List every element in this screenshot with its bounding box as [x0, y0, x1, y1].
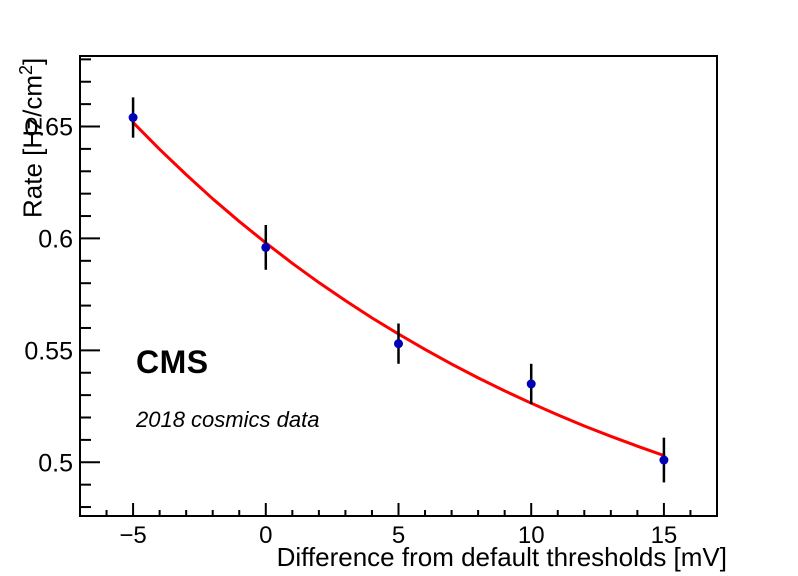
y-axis-title-main: Rate [Hz/cm: [17, 74, 48, 218]
y-tick-label: 0.6: [38, 225, 73, 253]
x-axis-title: Difference from default thresholds [mV]: [276, 542, 727, 572]
data-point-marker: [659, 455, 669, 465]
x-tick-label: 10: [518, 522, 545, 549]
y-axis-title: Rate [Hz/cm2]: [16, 58, 49, 218]
y-tick-label: 0.65: [24, 114, 73, 142]
x-tick-label: 15: [651, 522, 678, 549]
data-point-marker: [394, 339, 403, 349]
y-axis-title-close: ]: [17, 57, 48, 65]
x-tick-label: −5: [119, 522, 146, 549]
y-tick-label: 0.55: [24, 337, 73, 365]
plot-frame: [79, 55, 718, 517]
data-point-marker: [526, 379, 536, 389]
dataset-label: 2018 cosmics data: [136, 407, 320, 432]
x-tick-label: 5: [392, 522, 405, 549]
data-point-marker: [128, 113, 138, 123]
y-tick-label: 0.5: [38, 449, 73, 477]
data-point-marker: [261, 242, 271, 252]
x-tick-label: 0: [259, 522, 272, 549]
y-axis-title-superscript: 2: [16, 64, 36, 75]
fit-curve: [131, 120, 666, 458]
experiment-label: CMS: [136, 344, 209, 380]
